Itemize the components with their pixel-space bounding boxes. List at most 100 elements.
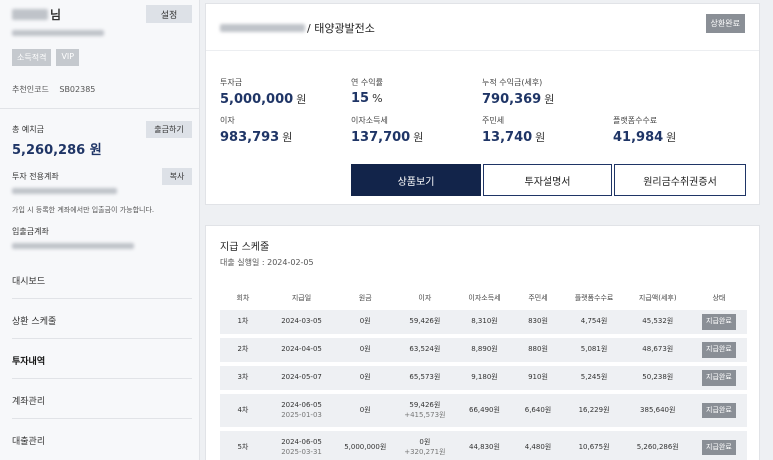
cell-platform-fee: 4,754원 (563, 310, 625, 334)
cell-interest: 63,524원 (393, 338, 457, 362)
stat-income-tax: 이자소득세 137,700 원 (351, 115, 423, 145)
stat-label: 이자소득세 (351, 116, 388, 125)
cell-status: 지급완료 (690, 366, 747, 390)
cell-round: 4차 (220, 394, 266, 427)
col-principal: 원금 (358, 294, 372, 302)
cell-platform-fee: 10,675원 (563, 431, 625, 460)
col-round: 회차 (236, 294, 250, 302)
user-email-redacted (12, 30, 104, 36)
product-name-redacted (220, 24, 305, 32)
balance-label: 총 예치금 (12, 125, 44, 134)
col-income-tax: 이자소득세 (468, 294, 501, 302)
schedule-table: 회차 지급일 원금 이자 이자소득세 주민세 플랫폼수수료 지급액(세후) 상태… (220, 286, 747, 460)
copy-button[interactable]: 복사 (162, 168, 192, 185)
status-badge: 지급완료 (702, 314, 736, 330)
nav-investments[interactable]: 투자내역 (12, 357, 46, 367)
cell-round: 1차 (220, 310, 266, 334)
stat-investment: 투자금 5,000,000 원 (220, 77, 306, 107)
balance-value: 5,260,286 원 (12, 143, 102, 158)
cell-platform-fee: 5,245원 (563, 366, 625, 390)
user-name: 님 (12, 6, 61, 23)
cell-resident-tax: 880원 (512, 338, 564, 362)
stat-value: 5,000,000 (220, 92, 294, 107)
stat-label: 투자금 (220, 78, 243, 87)
stat-value: 13,740 (482, 130, 533, 145)
cell-date: 2024-05-07 (265, 366, 338, 390)
cell-platform-fee: 5,081원 (563, 338, 625, 362)
stat-unit: 원 (413, 131, 424, 144)
account-number-redacted (12, 188, 117, 194)
nav-divider (12, 378, 192, 379)
cell-net-paid: 385,640원 (624, 394, 691, 427)
nav-loan-management[interactable]: 대출관리 (12, 437, 46, 447)
user-name-redacted (12, 9, 48, 20)
col-platform-fee: 플랫폼수수료 (574, 294, 614, 302)
cell-principal: 0원 (337, 310, 394, 334)
cell-resident-tax: 4,480원 (512, 431, 564, 460)
col-status: 상태 (712, 294, 726, 302)
cell-income-tax: 9,180원 (456, 366, 513, 390)
repayment-status-badge: 상환완료 (705, 14, 745, 33)
stat-value: 790,369 (482, 92, 542, 107)
stat-resident-tax: 주민세 13,740 원 (482, 115, 545, 145)
cell-date: 2024-06-05 2025-03-31 (265, 431, 338, 460)
deposit-account-label: 입출금계좌 (12, 227, 49, 236)
cell-income-tax: 8,310원 (456, 310, 513, 334)
cell-round: 3차 (220, 366, 266, 390)
table-row: 4차 2024-06-05 2025-01-03 0원 59,426원 +415,5… (220, 394, 747, 427)
cell-principal: 5,000,000원 (337, 431, 394, 460)
stat-interest: 이자 983,793 원 (220, 115, 292, 145)
stat-unit: % (372, 92, 383, 105)
stat-label: 연 수익률 (351, 78, 383, 87)
product-title-suffix: / 태양광발전소 (307, 22, 375, 35)
cell-round: 2차 (220, 338, 266, 362)
cell-date: 2024-04-05 (265, 338, 338, 362)
col-interest: 이자 (418, 294, 432, 302)
view-product-button[interactable]: 상품보기 (351, 164, 481, 196)
cell-net-paid: 48,673원 (624, 338, 691, 362)
sidebar: 님 설정 소득적격 VIP 추천인코드 SB02385 총 예치금 출금하기 5… (0, 0, 200, 460)
cell-status: 지급완료 (690, 394, 747, 427)
stat-value: 983,793 (220, 130, 280, 145)
nav-account-management[interactable]: 계좌관리 (12, 397, 46, 407)
cell-principal: 0원 (337, 394, 394, 427)
cell-income-tax: 8,890원 (456, 338, 513, 362)
product-title: / 태양광발전소 (220, 20, 375, 36)
cell-income-tax: 66,490원 (456, 394, 513, 427)
payment-schedule-card: 지급 스케줄 대출 실행일 : 2024-02-05 회차 지급일 원금 이자 … (205, 225, 760, 460)
cell-principal: 0원 (337, 366, 394, 390)
interest-main: 59,426원 (409, 401, 441, 410)
investment-doc-button[interactable]: 투자설명서 (483, 164, 612, 196)
date-sub: 2025-01-03 (281, 410, 322, 419)
withdraw-button[interactable]: 출금하기 (146, 121, 192, 138)
nav-divider (12, 338, 192, 339)
date-sub: 2025-03-31 (281, 447, 322, 456)
cell-status: 지급완료 (690, 338, 747, 362)
cell-resident-tax: 910원 (512, 366, 564, 390)
cell-interest: 0원 +320,271원 (393, 431, 457, 460)
nav-divider (12, 298, 192, 299)
nav-dashboard[interactable]: 대시보드 (12, 277, 46, 287)
cell-interest: 59,426원 +415,573원 (393, 394, 457, 427)
user-badges: 소득적격 VIP (12, 49, 80, 66)
cell-interest: 65,573원 (393, 366, 457, 390)
stat-cumulative-return: 누적 수익금(세후) 790,369 원 (482, 77, 554, 107)
status-badge: 지급완료 (702, 370, 736, 386)
cell-net-paid: 45,532원 (624, 310, 691, 334)
date-main: 2024-06-05 (281, 438, 322, 447)
table-row: 1차 2024-03-05 0원 59,426원 8,310원 830원 4,7… (220, 310, 747, 334)
table-row: 3차 2024-05-07 0원 65,573원 9,180원 910원 5,2… (220, 366, 747, 390)
investment-summary-card: / 태양광발전소 상환완료 투자금 5,000,000 원 연 수익률 15% 누… (205, 3, 760, 205)
table-row: 2차 2024-04-05 0원 63,524원 8,890원 880원 5,0… (220, 338, 747, 362)
stat-value: 137,700 (351, 130, 411, 145)
cell-date: 2024-06-05 2025-01-03 (265, 394, 338, 427)
cell-income-tax: 44,830원 (456, 431, 513, 460)
nav-divider (12, 418, 192, 419)
stat-unit: 원 (544, 93, 555, 106)
status-badge: 지급완료 (702, 402, 736, 419)
stat-annual-rate: 연 수익률 15% (351, 77, 383, 106)
receipt-certificate-button[interactable]: 원리금수취권증서 (614, 164, 746, 196)
col-resident-tax: 주민세 (528, 294, 548, 302)
settings-button[interactable]: 설정 (146, 5, 192, 23)
nav-repayment-schedule[interactable]: 상환 스케줄 (12, 317, 57, 327)
